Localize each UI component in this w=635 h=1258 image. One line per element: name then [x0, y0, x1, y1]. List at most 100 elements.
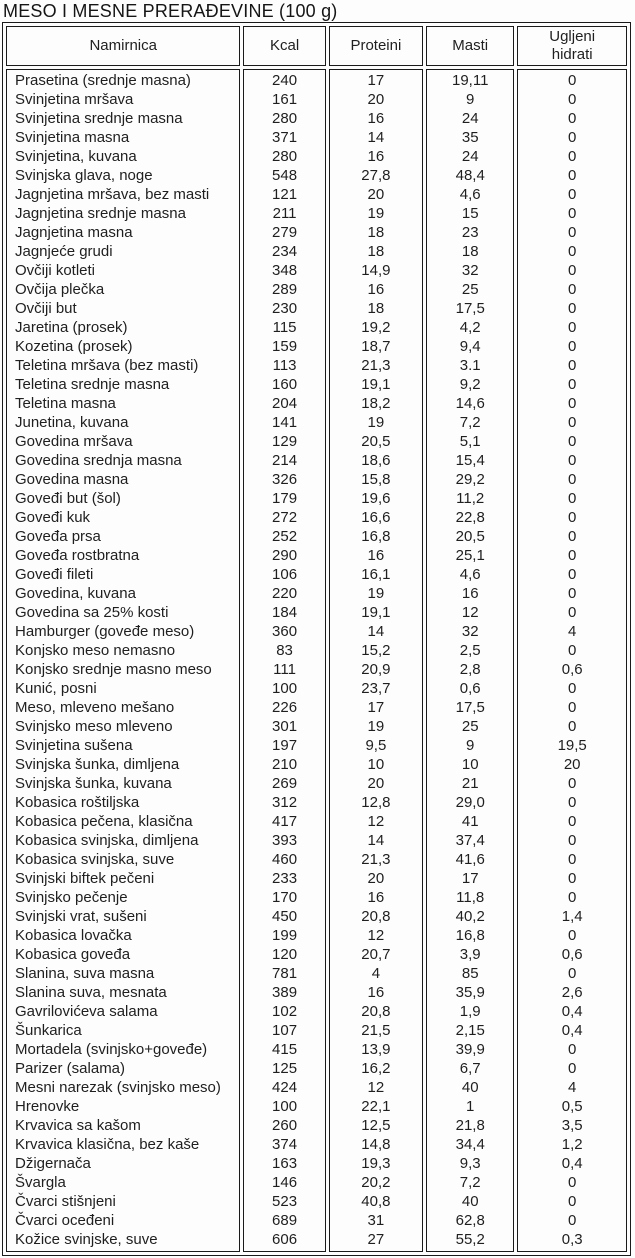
value-cell: 48,4	[455, 167, 485, 184]
data-row: Prasetina (srednje masna) Svinjetina mrša…	[6, 69, 627, 1252]
value-cell: 11,8	[456, 889, 485, 906]
food-name: Govedina sa 25% kosti	[15, 604, 169, 621]
value-cell: 10	[367, 756, 385, 773]
value-cell: 17	[367, 72, 385, 89]
food-name: Svinjska šunka, kuvana	[15, 775, 172, 792]
food-name: Svinjska šunka, dimljena	[15, 756, 180, 773]
food-name: Hamburger (goveđe meso)	[15, 623, 195, 640]
value-cell: 0	[568, 680, 577, 697]
value-cell: 4	[371, 965, 381, 982]
value-cell: 35,9	[455, 984, 485, 1001]
value-cell: 233	[272, 870, 298, 887]
value-cell: 39,9	[455, 1041, 485, 1058]
value-cell: 0	[568, 414, 577, 431]
food-name: Konjsko meso nemasno	[15, 642, 176, 659]
value-cell: 55,2	[455, 1231, 485, 1248]
value-cell: 20	[367, 186, 385, 203]
value-cell: 12	[367, 813, 385, 830]
value-cell: 0	[568, 1212, 577, 1229]
value-cell: 18,7	[361, 338, 391, 355]
value-cell: 0	[568, 471, 577, 488]
value-cell: 0	[568, 205, 577, 222]
header-row: Namirnica Kcal Proteini Masti Ugljeni hidrat…	[6, 26, 627, 66]
value-cell: 161	[272, 91, 298, 108]
value-cell: 11,2	[456, 490, 485, 507]
food-name: Junetina, kuvana	[15, 414, 129, 431]
value-cell: 214	[272, 452, 298, 469]
value-cell: 280	[272, 148, 298, 165]
value-cell: 20,5	[455, 528, 485, 545]
value-cell: 0	[568, 319, 577, 336]
value-cell: 20,9	[361, 661, 391, 678]
value-cell: 0	[568, 167, 577, 184]
value-cell: 16,6	[361, 509, 391, 526]
table-body: Prasetina (srednje masna) Svinjetina mrša…	[6, 69, 627, 1252]
value-cell: 234	[272, 243, 298, 260]
value-cell: 107	[272, 1022, 298, 1039]
food-name: Jaretina (prosek)	[15, 319, 128, 336]
value-cell: 16	[367, 148, 385, 165]
value-cell: 240	[272, 72, 298, 89]
food-name: Jagnjetina srednje masna	[15, 205, 186, 222]
food-name: Mesni narezak (svinjsko meso)	[15, 1079, 221, 1096]
value-cell: 17	[367, 699, 385, 716]
value-cell: 19	[367, 718, 385, 735]
value-cell: 34,4	[455, 1136, 485, 1153]
value-cell: 0	[568, 642, 577, 659]
food-name: Govedina srednja masna	[15, 452, 182, 469]
value-cell: 0	[568, 1041, 577, 1058]
food-name: Džigernača	[15, 1155, 91, 1172]
value-cell: 13,9	[361, 1041, 391, 1058]
food-name: Kobasica lovačka	[15, 927, 132, 944]
value-cell: 2,15	[455, 1022, 485, 1039]
nutrition-table: Namirnica Kcal Proteini Masti Ugljeni hidrat…	[2, 22, 631, 1256]
value-cell: 163	[272, 1155, 298, 1172]
value-cell: 523	[272, 1193, 298, 1210]
food-name: Goveđa prsa	[15, 528, 101, 545]
value-cell: 0,3	[561, 1231, 583, 1248]
value-cell: 0	[568, 509, 577, 526]
value-cell: 17,5	[455, 300, 485, 317]
value-cell: 25	[461, 718, 479, 735]
value-cell: 19,6	[361, 490, 391, 507]
value-cell: 0	[568, 794, 577, 811]
food-name: Meso, mleveno mešano	[15, 699, 175, 716]
value-cell: 9,3	[459, 1155, 481, 1172]
value-cell: 4,6	[459, 566, 481, 583]
value-cell: 21,5	[361, 1022, 391, 1039]
value-cell: 41	[461, 813, 479, 830]
value-cell: 31	[367, 1212, 385, 1229]
value-cell: 14,9	[361, 262, 391, 279]
value-cell: 22,1	[361, 1098, 391, 1115]
value-cell: 272	[272, 509, 298, 526]
value-cell: 0	[568, 889, 577, 906]
food-name: Kobasica svinjska, suve	[15, 851, 175, 868]
food-name: Goveđi but (šol)	[15, 490, 121, 507]
value-cell: 12,8	[361, 794, 391, 811]
value-cell: 0	[568, 813, 577, 830]
value-cell: 20	[367, 775, 385, 792]
value-cell: 18	[367, 300, 385, 317]
value-cell: 125	[272, 1060, 298, 1077]
value-cell: 301	[272, 718, 298, 735]
value-cell: 170	[272, 889, 298, 906]
value-cell: 20,7	[361, 946, 391, 963]
value-cell: 19,11	[451, 72, 489, 89]
value-cell: 17,5	[455, 699, 485, 716]
value-cell: 0	[568, 566, 577, 583]
food-name: Slanina, suva masna	[15, 965, 155, 982]
food-name: Krvavica klasična, bez kaše	[15, 1136, 200, 1153]
value-cell: 0	[568, 129, 577, 146]
food-name: Gavrilovićeva salama	[15, 1003, 158, 1020]
value-cell: 0	[568, 775, 577, 792]
value-cell: 27,8	[361, 167, 391, 184]
value-cell: 0	[568, 832, 577, 849]
value-column-2: 17 20 16 14 16 27,8 20 19 18 18 14,9 16 18 19,2 18,7 21…	[328, 69, 424, 1252]
value-cell: 0	[568, 851, 577, 868]
value-cell: 16	[367, 547, 385, 564]
value-cell: 22,8	[455, 509, 485, 526]
value-cell: 19	[367, 414, 385, 431]
value-cell: 14	[367, 832, 385, 849]
value-cell: 29,0	[455, 794, 485, 811]
food-name: Svinjetina sušena	[15, 737, 133, 754]
